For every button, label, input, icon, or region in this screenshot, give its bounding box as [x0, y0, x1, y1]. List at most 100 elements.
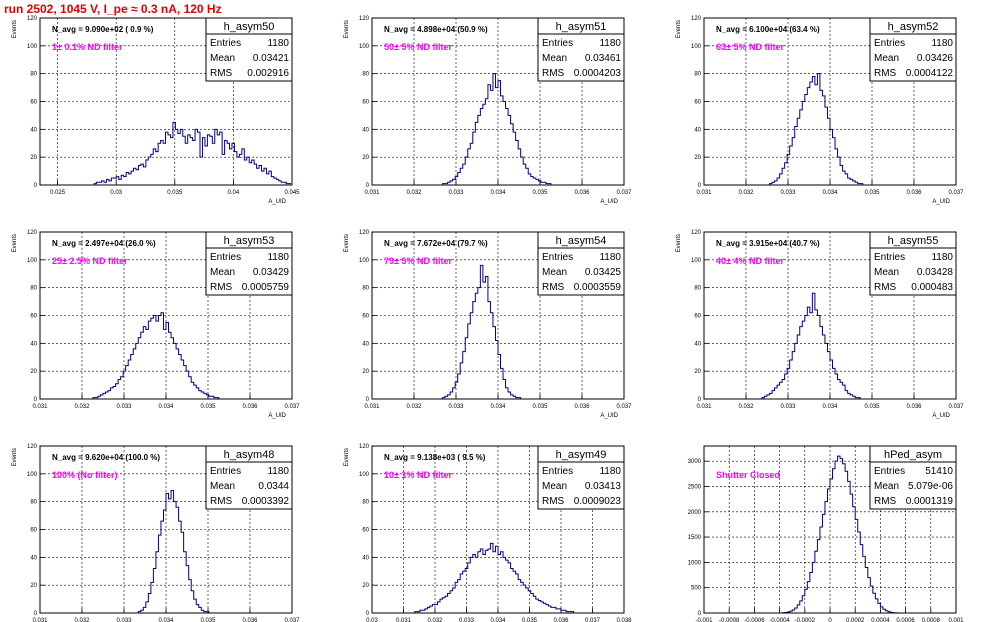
stats-label-rms: RMS: [542, 68, 565, 79]
stats-label-rms: RMS: [210, 68, 233, 79]
stats-value-entries: 1180: [931, 38, 953, 49]
filter-annotation: 50± 5% ND filter: [384, 42, 452, 52]
stats-value-rms: 0.0003559: [574, 282, 622, 293]
y-axis-label: Events: [344, 448, 350, 466]
stats-value-mean: 0.03421: [253, 53, 290, 64]
y-tick-label: 0: [698, 183, 702, 189]
y-tick-label: 100: [27, 472, 38, 478]
stats-box: [537, 17, 625, 82]
stats-value-entries: 1180: [267, 252, 289, 263]
stats-label-entries: Entries: [542, 466, 573, 477]
y-tick-label: 120: [691, 16, 702, 22]
y-tick-label: 20: [30, 155, 37, 161]
x-tick-label: -0.0004: [769, 618, 790, 622]
n-avg-label: N_avg = 9.620e+04 (100.0 %): [52, 453, 160, 462]
y-tick-label: 60: [362, 528, 369, 534]
y-axis-label: Events: [344, 20, 350, 38]
y-tick-label: 20: [30, 369, 37, 375]
filter-annotation: 79± 5% ND filter: [384, 256, 452, 266]
stats-label-mean: Mean: [874, 267, 899, 278]
x-tick-label: 0.036: [242, 618, 258, 622]
x-tick-label: 0.032: [406, 404, 422, 410]
stats-label-mean: Mean: [874, 481, 899, 492]
x-tick-label: 0.0004: [871, 618, 890, 622]
x-tick-label: 0.036: [574, 404, 590, 410]
y-tick-label: 20: [694, 155, 701, 161]
y-tick-label: 120: [27, 16, 38, 22]
y-tick-label: 40: [30, 127, 37, 133]
stats-label-entries: Entries: [542, 252, 573, 263]
panel-h_asym50: 0.025 0.03 0.035 0.04 0.045 0 20 40 60 80 100 120 Ev…: [12, 16, 300, 205]
stats-box-title: hPed_asym: [884, 449, 942, 461]
stats-box: [205, 17, 293, 82]
x-tick-label: 0.037: [616, 190, 632, 196]
x-tick-label: 0.036: [906, 190, 922, 196]
stats-box-title: h_asym54: [556, 235, 607, 247]
y-tick-label: 0: [366, 183, 370, 189]
y-tick-label: 40: [30, 341, 37, 347]
y-tick-label: 0: [698, 397, 702, 403]
x-tick-label: 0.036: [242, 404, 258, 410]
y-tick-label: 120: [691, 230, 702, 236]
stats-label-mean: Mean: [542, 267, 567, 278]
x-tick-label: 0.03: [366, 618, 378, 622]
stats-label-entries: Entries: [210, 38, 241, 49]
stats-label-rms: RMS: [210, 496, 233, 507]
x-tick-label: 0.037: [616, 404, 632, 410]
n-avg-label: N_avg = 9.090e+02 ( 0.9 %): [52, 25, 154, 34]
stats-value-mean: 0.03426: [917, 53, 954, 64]
filter-annotation: 100% (No filter): [52, 470, 118, 480]
stats-label-rms: RMS: [874, 496, 897, 507]
x-tick-label: 0.04: [228, 190, 240, 196]
y-axis-label: Events: [12, 234, 18, 252]
n-avg-label: N_avg = 3.915e+04 (40.7 %): [716, 239, 820, 248]
filter-annotation: 40± 4% ND filter: [716, 256, 784, 266]
x-tick-label: 0.001: [948, 618, 964, 622]
stats-box-title: h_asym50: [224, 21, 275, 33]
y-tick-label: 1000: [688, 560, 702, 566]
x-tick-label: -0.0008: [719, 618, 740, 622]
x-tick-label: 0.036: [553, 618, 569, 622]
y-tick-label: 80: [30, 500, 37, 506]
x-tick-label: 0.035: [864, 190, 880, 196]
y-tick-label: 2000: [688, 510, 702, 516]
x-tick-label: -0.001: [695, 618, 713, 622]
stats-box: [205, 231, 293, 296]
x-tick-label: 0.035: [864, 404, 880, 410]
histogram-line: [40, 121, 292, 186]
panel-h_asym54: 0.031 0.032 0.033 0.034 0.035 0.036 0.037 0 20 40…: [344, 230, 632, 419]
x-tick-label: 0.032: [738, 404, 754, 410]
stats-box: [537, 231, 625, 296]
x-axis-label: A_UID: [268, 199, 286, 205]
x-tick-label: 0.031: [696, 190, 712, 196]
y-tick-label: 60: [30, 314, 37, 320]
y-axis-label: Events: [676, 234, 682, 252]
x-tick-label: 0.036: [906, 404, 922, 410]
x-tick-label: 0.0002: [846, 618, 865, 622]
y-tick-label: 0: [34, 397, 38, 403]
stats-label-entries: Entries: [210, 466, 241, 477]
y-tick-label: 80: [362, 500, 369, 506]
x-tick-label: 0.034: [822, 190, 838, 196]
y-tick-label: 120: [359, 230, 370, 236]
histogram-line: [372, 542, 624, 614]
y-tick-label: 80: [694, 72, 701, 78]
x-tick-label: 0.033: [448, 190, 464, 196]
y-tick-label: 40: [694, 341, 701, 347]
stats-label-rms: RMS: [542, 282, 565, 293]
stats-label-mean: Mean: [210, 267, 235, 278]
n-avg-label: N_avg = 9.138e+03 ( 9.5 %): [384, 453, 486, 462]
x-axis-label: A_UID: [932, 413, 950, 419]
stats-label-rms: RMS: [874, 282, 897, 293]
x-axis-label: A_UID: [600, 413, 618, 419]
y-tick-label: 100: [27, 258, 38, 264]
y-tick-label: 60: [694, 314, 701, 320]
stats-value-entries: 1180: [599, 252, 621, 263]
stats-box: [205, 445, 293, 510]
stats-value-entries: 1180: [599, 38, 621, 49]
y-tick-label: 0: [366, 397, 370, 403]
x-tick-label: -0.0006: [744, 618, 765, 622]
stats-box: [869, 231, 957, 296]
stats-value-mean: 0.03461: [585, 53, 622, 64]
